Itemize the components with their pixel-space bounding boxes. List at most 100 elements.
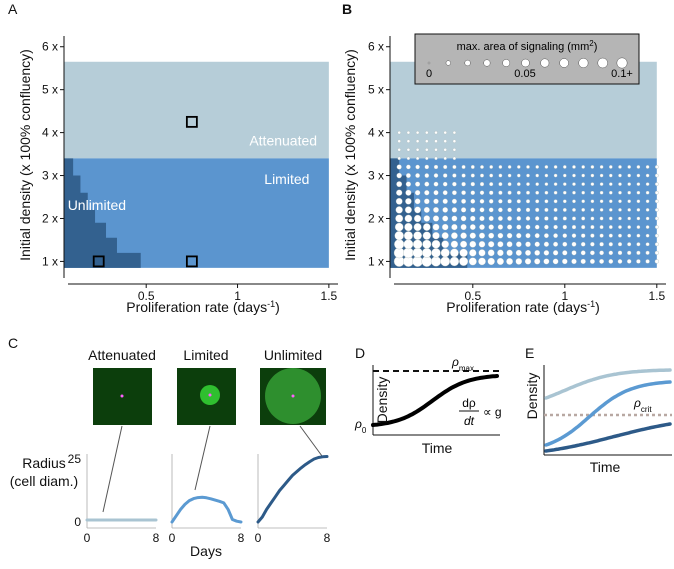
signaling-dot [479,207,485,213]
signaling-dot [525,224,531,230]
signaling-dot [442,181,448,187]
signaling-dot [459,248,468,257]
attenuated-curve [544,368,672,400]
signaling-dot [608,182,613,186]
signaling-dot [544,207,549,212]
signaling-dot [654,199,659,204]
signaling-dot [395,214,404,223]
signaling-dot [441,232,449,240]
signaling-dot [434,148,438,152]
panel-b-ylabel: Initial density (x 100% confluency) [342,49,358,261]
callout-line [299,425,323,457]
signaling-dot [645,216,650,221]
signaling-dot [406,156,411,161]
inset-x-tick-label: 0 [255,531,262,545]
signaling-dot [397,130,401,135]
signaling-dot [599,250,604,256]
signaling-dot [553,216,558,221]
y-tick-label: 4 x [368,126,384,140]
signaling-dot [627,173,632,178]
x-tick-label: 1 [234,289,241,303]
signaling-dot [461,190,466,196]
signaling-dot [608,216,613,221]
signaling-dot [489,173,494,178]
signaling-dot [440,256,451,267]
signaling-dot [415,181,421,187]
signaling-dot [553,165,558,169]
signaling-dot [599,225,604,230]
y-tick-label: 5 x [368,83,384,97]
y-tick-label: 6 x [42,40,58,54]
signaling-dot [534,216,540,221]
signaling-dot [525,233,531,239]
signaling-dot [627,233,632,238]
inset-title-unlimited: Unlimited [264,347,322,363]
signaling-dot [459,256,469,266]
signaling-dot [636,259,641,264]
size-legend-box [414,33,640,85]
signaling-dot [608,190,613,195]
equation-rhs: ∝ g [483,405,502,419]
signaling-dot [452,130,457,135]
signaling-dot [599,216,604,221]
signaling-dot [421,256,433,267]
signaling-dot [562,258,568,265]
signaling-dot [581,199,586,204]
signaling-dot [562,182,567,186]
signaling-dot [406,130,411,135]
signaling-dot [507,207,512,213]
signaling-dot [452,164,457,169]
radius-curve-limited [170,495,243,524]
signaling-dot [590,190,595,195]
signaling-dot [553,182,558,186]
size-legend: max. area of signaling (mm2) 0 0.05 0.1+ [414,33,640,85]
signaling-dot [535,165,540,169]
signaling-dot [618,182,622,186]
rho-max-label: ρmax [451,355,474,373]
signaling-dot [415,139,420,143]
signaling-dot [478,232,486,239]
signaling-dot [636,173,641,178]
signaling-dot [397,148,401,152]
size-legend-dot [616,57,628,69]
signaling-dot [572,190,576,195]
signaling-dot [590,182,595,186]
signaling-dot [544,224,549,230]
region-label-limited: Limited [264,171,309,187]
signaling-dot [404,214,413,223]
signaling-dot [636,225,641,229]
signaling-dot [434,130,438,135]
signaling-dot [405,189,412,196]
signaling-dot [432,232,440,240]
signaling-dot [423,215,431,222]
signaling-dot [608,233,613,238]
y-tick-label: 2 x [368,211,384,225]
signaling-dot [449,256,460,267]
inset-title-limited: Limited [183,347,228,363]
signaling-dot [424,164,429,170]
signaling-dot [654,259,659,264]
signaling-dot [414,189,421,196]
signaling-dot [590,199,595,204]
signaling-dot [590,165,595,169]
inset-y-tick-label: 0 [74,515,81,529]
signaling-dot [424,181,430,187]
signaling-dot [515,249,522,256]
signaling-dot [396,189,403,196]
signaling-dot [415,156,420,161]
signaling-dot [543,233,549,239]
signaling-dot [535,190,540,195]
signaling-dot [394,222,404,232]
panel-a: A Attenuated Limited Unlimited 1 x 2 x 3 x 4 … [8,1,338,315]
signaling-dot [553,190,558,195]
signaling-dot [552,250,559,256]
signaling-dot [470,198,476,204]
signaling-dot [590,241,595,247]
size-legend-dots [427,57,628,69]
signaling-dot [654,190,659,195]
signaling-dot [544,173,549,178]
signaling-dot [441,240,450,249]
signaling-dot [572,165,576,169]
signaling-dot [590,173,595,178]
signaling-dot [580,258,586,265]
